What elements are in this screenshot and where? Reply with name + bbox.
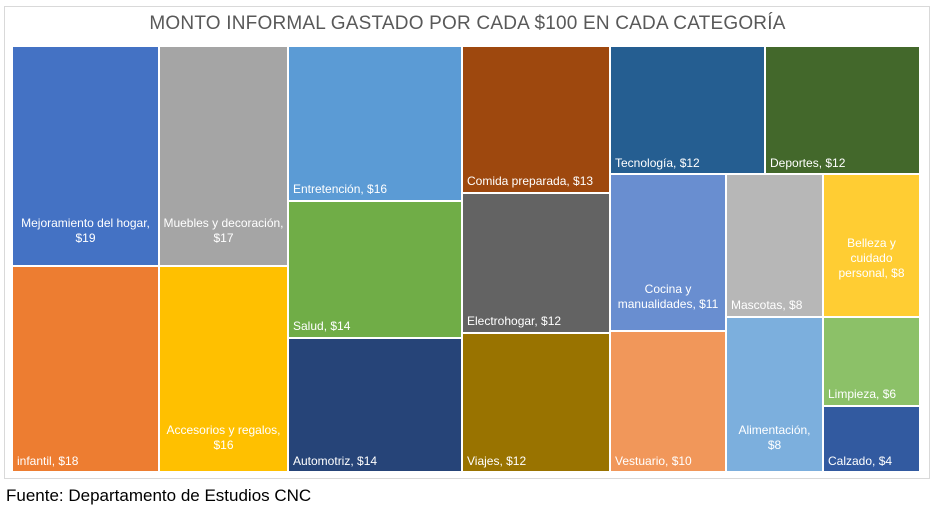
treemap-cell (158, 46, 289, 267)
treemap-cell (461, 332, 611, 472)
treemap-cell-label: Calzado, $4 (828, 454, 892, 468)
treemap-chart: Mejoramiento del hogar, $19 infantil, $18 M… (12, 46, 920, 472)
treemap-cell (12, 46, 160, 267)
treemap-cell-label: Vestuario, $10 (615, 454, 692, 468)
treemap-cell (725, 316, 824, 472)
treemap-cell (287, 200, 463, 339)
treemap-cell-label: Automotriz, $14 (293, 454, 377, 468)
treemap-cell-label: Tecnología, $12 (615, 156, 700, 170)
treemap-cell (822, 316, 920, 407)
treemap-cell-label: Electrohogar, $12 (467, 314, 561, 328)
treemap-cell-label: Muebles y decoración, $17 (163, 216, 283, 245)
treemap-cell (725, 173, 824, 318)
treemap-cell-label: Deportes, $12 (770, 156, 846, 170)
treemap-cell-label: Comida preparada, $13 (467, 174, 593, 188)
treemap-cell-label: Cocina y manualidades, $11 (618, 282, 719, 311)
treemap-cell (609, 330, 727, 472)
source-note: Fuente: Departamento de Estudios CNC (6, 486, 312, 505)
treemap-cell-label: Belleza y cuidado personal, $8 (838, 236, 904, 280)
treemap-cell (822, 173, 920, 318)
chart-title: MONTO INFORMAL GASTADO POR CADA $100 EN … (149, 13, 786, 34)
treemap-cell (287, 46, 463, 202)
treemap-cell-label: Accesorios y regalos, $16 (166, 423, 280, 452)
treemap-cell (461, 46, 611, 194)
treemap-cell-label: Entretención, $16 (293, 182, 387, 196)
treemap-cell-label: Mejoramiento del hogar, $19 (21, 216, 150, 245)
treemap-cell-label: infantil, $18 (17, 454, 79, 468)
treemap-cell-label: Mascotas, $8 (731, 298, 803, 312)
treemap-cell (12, 265, 160, 472)
treemap-cell (609, 46, 766, 175)
treemap-cell (822, 405, 920, 472)
treemap-cell (461, 192, 611, 334)
treemap-cell-label: Limpieza, $6 (828, 387, 896, 401)
treemap-cell (764, 46, 920, 175)
treemap-cell (158, 265, 289, 472)
treemap-cell (287, 337, 463, 472)
treemap-cell-label: Salud, $14 (293, 319, 351, 333)
treemap-cell-label: Alimentación, $8 (738, 423, 810, 452)
treemap-cell-label: Viajes, $12 (467, 454, 526, 468)
